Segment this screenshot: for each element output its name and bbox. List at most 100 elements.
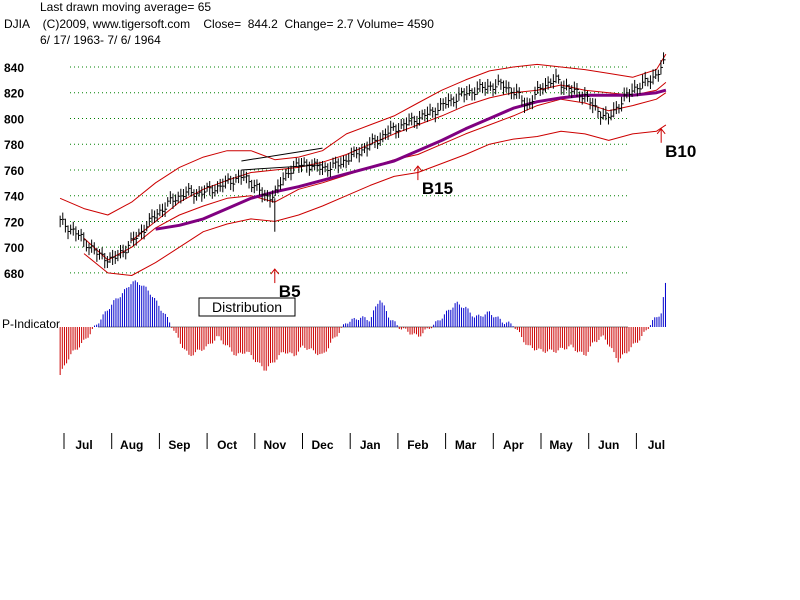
price-bar [455, 93, 459, 109]
price-bar [196, 189, 199, 201]
price-bar [274, 185, 278, 197]
price-bar [479, 78, 482, 93]
price-bar [468, 84, 472, 96]
header-line-1: Last drawn moving average= 65 [40, 0, 211, 14]
price-bar [127, 241, 131, 253]
price-bar [584, 87, 587, 103]
price-bar [537, 80, 540, 94]
price-bar [432, 107, 435, 118]
price-bar [482, 82, 485, 93]
price-bar [411, 112, 414, 126]
price-bar [487, 78, 490, 94]
price-bar [657, 69, 661, 82]
price-bar [510, 87, 514, 100]
indicator-label: P-Indicator [2, 317, 60, 331]
price-bar [560, 81, 564, 95]
price-bar [91, 239, 94, 253]
price-bar [112, 249, 115, 265]
price-bar [663, 52, 666, 65]
lower-inner-band-line [83, 92, 667, 261]
price-bar [324, 162, 328, 173]
price-bar [243, 170, 246, 182]
price-bar [492, 83, 496, 97]
price-bar [392, 122, 396, 131]
price-bar [405, 117, 409, 132]
price-bar [114, 250, 118, 264]
price-bar [474, 87, 477, 101]
price-bar [154, 210, 157, 223]
price-bar [75, 226, 78, 242]
price-bar [67, 225, 71, 240]
price-bar [634, 79, 637, 94]
price-bar [335, 156, 338, 169]
month-label: Jul [75, 438, 92, 452]
price-bar [62, 212, 65, 225]
price-bar [70, 224, 73, 235]
price-bar [516, 83, 519, 99]
y-tick-label: 840 [4, 61, 24, 75]
y-tick-label: 800 [4, 112, 24, 126]
y-axis-ticks: 840 820 800 780 760 740 720 700 680 [4, 61, 24, 281]
price-bar [140, 224, 144, 239]
price-bar [130, 232, 133, 244]
price-bar [245, 171, 249, 184]
price-bar [568, 84, 572, 97]
header-line-2: DJIA (C)2009, www.tigersoft.com Close= 8… [4, 17, 434, 31]
price-bar [476, 81, 480, 95]
price-bar [93, 242, 97, 255]
price-bar [203, 185, 207, 199]
price-bar [235, 173, 238, 183]
price-bar [437, 102, 440, 116]
signal-label: B5 [279, 282, 301, 301]
signal-b10: B10 [656, 127, 696, 161]
price-bar [322, 161, 325, 175]
price-bar [164, 202, 168, 217]
price-bar [106, 256, 110, 269]
price-bar [151, 209, 154, 224]
signal-b5: B5 [270, 268, 301, 301]
price-bar [660, 60, 663, 75]
price-bar [314, 158, 317, 170]
price-bar [148, 213, 152, 226]
price-bar [303, 157, 307, 167]
month-label: Jul [648, 438, 665, 452]
price-bar [547, 76, 551, 90]
price-bar [647, 77, 650, 87]
price-bar [156, 208, 160, 222]
price-bar [552, 74, 556, 89]
price-bar [403, 118, 406, 132]
price-bar [327, 163, 330, 177]
price-bar [266, 190, 270, 202]
pattern-lower-line [241, 164, 323, 171]
price-bar [447, 93, 451, 108]
price-bar [356, 146, 359, 159]
price-bar [146, 221, 149, 232]
price-bar [644, 71, 648, 87]
price-bar [615, 101, 619, 115]
price-bar [421, 109, 425, 120]
price-bar [463, 88, 467, 103]
price-bar [256, 179, 259, 191]
price-bar [379, 132, 383, 146]
price-bar [125, 245, 128, 260]
y-tick-label: 720 [4, 215, 24, 229]
price-bar [78, 230, 81, 240]
price-bar [466, 85, 469, 101]
price-bar [534, 86, 538, 100]
price-bar [159, 204, 162, 217]
price-bar [135, 231, 139, 246]
price-bar [272, 190, 275, 203]
price-bar [450, 94, 454, 107]
price-bar [206, 182, 210, 192]
month-label: Oct [217, 438, 237, 452]
price-bar [138, 228, 141, 237]
price-bar [59, 215, 63, 228]
price-bar [416, 115, 419, 129]
price-bar [209, 181, 212, 196]
price-bar [169, 191, 173, 204]
price-bar [117, 249, 120, 262]
price-bar [185, 186, 189, 200]
price-bar [602, 107, 606, 120]
price-bar [345, 154, 349, 169]
